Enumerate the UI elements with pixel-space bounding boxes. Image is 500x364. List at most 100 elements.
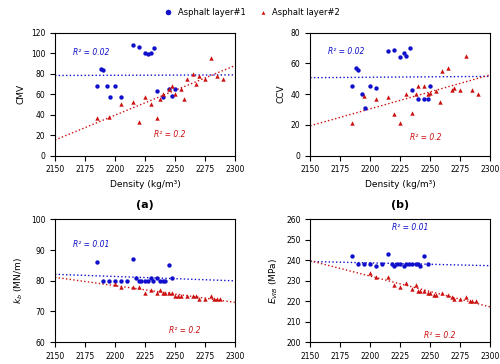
Point — [210, 296, 218, 302]
Point — [147, 50, 155, 56]
Point — [432, 292, 440, 298]
Point — [400, 50, 407, 56]
Point — [153, 275, 161, 281]
Point — [366, 270, 374, 276]
Point — [390, 264, 398, 269]
Point — [396, 120, 404, 126]
Point — [468, 87, 476, 92]
Point — [352, 65, 360, 71]
Point — [216, 296, 224, 302]
Point — [462, 53, 470, 59]
Point — [219, 76, 227, 82]
Point — [426, 290, 434, 296]
Point — [111, 281, 119, 287]
Point — [168, 83, 176, 89]
Point — [213, 296, 221, 302]
Point — [402, 261, 410, 267]
Point — [414, 288, 422, 294]
X-axis label: Density (kg/m³): Density (kg/m³) — [110, 180, 180, 189]
Point — [416, 264, 424, 269]
Point — [384, 274, 392, 280]
Point — [468, 298, 476, 304]
Point — [424, 261, 432, 267]
Point — [466, 298, 473, 304]
Point — [168, 275, 176, 281]
Point — [177, 86, 185, 92]
Point — [448, 294, 456, 300]
Point — [456, 296, 464, 302]
Text: R² = 0.01: R² = 0.01 — [392, 223, 428, 232]
Text: R² = 0.2: R² = 0.2 — [424, 331, 456, 340]
Point — [150, 45, 158, 51]
Point — [388, 261, 396, 267]
Point — [420, 253, 428, 259]
Point — [174, 293, 182, 299]
Point — [426, 84, 434, 90]
Point — [424, 290, 432, 296]
Text: R² = 0.2: R² = 0.2 — [154, 130, 186, 139]
Point — [384, 94, 392, 100]
Point — [132, 275, 140, 281]
Text: R² = 0.2: R² = 0.2 — [169, 326, 200, 335]
Point — [416, 288, 424, 294]
Point — [408, 286, 416, 292]
Point — [408, 110, 416, 115]
Text: (b): (b) — [391, 200, 409, 210]
Point — [192, 81, 200, 87]
Point — [111, 83, 119, 89]
Point — [159, 290, 167, 296]
Point — [129, 42, 137, 48]
Point — [448, 87, 456, 92]
Point — [93, 83, 101, 89]
Point — [117, 284, 125, 290]
Point — [474, 91, 482, 97]
Point — [372, 264, 380, 269]
Point — [161, 290, 169, 296]
Point — [412, 261, 420, 267]
Point — [444, 292, 452, 298]
Point — [161, 278, 169, 284]
Point — [192, 293, 200, 299]
Point — [438, 290, 446, 296]
Point — [141, 290, 149, 296]
Point — [189, 71, 197, 76]
Point — [141, 94, 149, 100]
Point — [390, 282, 398, 288]
Point — [414, 84, 422, 90]
Point — [348, 120, 356, 126]
Point — [372, 274, 380, 280]
Point — [438, 68, 446, 74]
Point — [400, 264, 407, 269]
Point — [165, 86, 173, 92]
Point — [195, 296, 203, 302]
Point — [432, 88, 440, 94]
Text: R² = 0.02: R² = 0.02 — [73, 48, 110, 57]
Point — [384, 251, 392, 257]
Point — [105, 278, 113, 284]
Point — [396, 54, 404, 60]
Point — [147, 275, 155, 281]
Point — [420, 288, 428, 294]
Point — [406, 45, 413, 51]
Point — [117, 102, 125, 107]
Point — [99, 67, 107, 72]
Point — [106, 94, 114, 100]
Point — [156, 96, 164, 102]
Point — [168, 290, 176, 296]
Point — [189, 293, 197, 299]
Point — [436, 99, 444, 105]
Point — [372, 85, 380, 91]
Point — [144, 51, 152, 57]
Point — [159, 278, 167, 284]
Point — [420, 84, 428, 90]
Point — [392, 261, 400, 267]
Point — [159, 91, 167, 97]
Y-axis label: $k_b$ (MN/m): $k_b$ (MN/m) — [12, 257, 25, 304]
Point — [156, 287, 164, 293]
Point — [348, 84, 356, 90]
Point — [171, 91, 179, 97]
Point — [424, 91, 432, 97]
Point — [156, 278, 164, 284]
Point — [183, 76, 191, 82]
Point — [135, 44, 143, 50]
